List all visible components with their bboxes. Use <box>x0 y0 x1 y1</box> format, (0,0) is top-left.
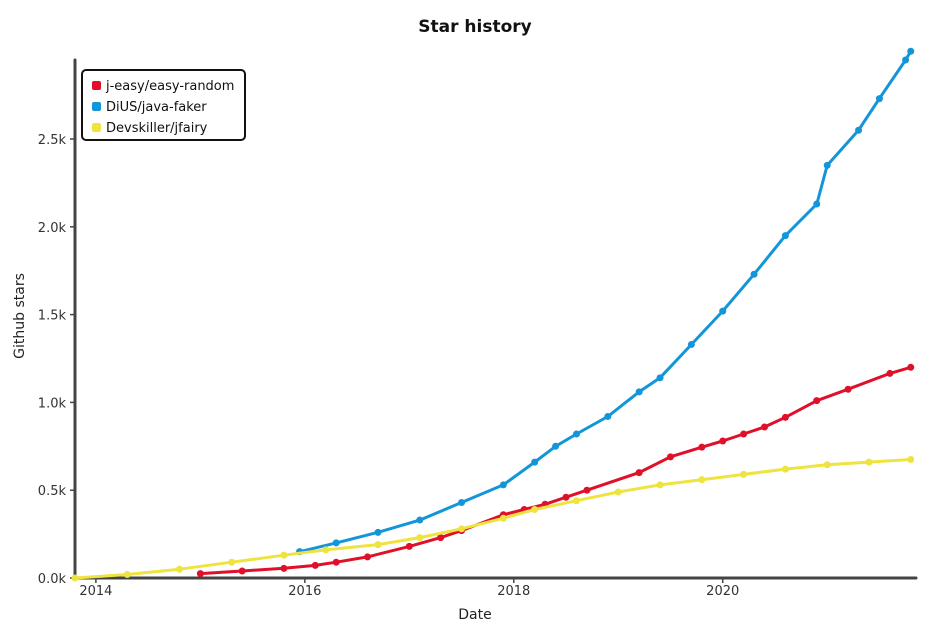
series-point-dius-java-faker <box>823 161 831 169</box>
series-point-devskiller-jfairy <box>614 488 622 496</box>
series-point-devskiller-jfairy <box>280 551 288 559</box>
y-axis-label: Github stars <box>12 273 28 359</box>
plot-area: 2014 2016 2018 2020 0.0k 0.5k 1.0k 1.5k 2.0k 2.5k <box>38 47 918 599</box>
series-point-j-easy-easy-random <box>740 430 748 438</box>
series-point-dius-java-faker <box>332 539 340 547</box>
series-line-j-easy-easy-random <box>198 365 913 576</box>
series-point-devskiller-jfairy <box>458 525 466 533</box>
x-tick-label: 2020 <box>706 584 739 599</box>
series-point-j-easy-easy-random <box>698 443 706 451</box>
series-point-devskiller-jfairy <box>228 558 236 566</box>
y-tick-label: 1.5k <box>38 309 67 324</box>
series-point-devskiller-jfairy <box>374 541 382 549</box>
series-point-dius-java-faker <box>813 200 821 208</box>
series-point-j-easy-easy-random <box>280 564 288 572</box>
series-point-j-easy-easy-random <box>761 423 769 431</box>
series-point-dius-java-faker <box>875 95 883 103</box>
series-point-j-easy-easy-random <box>196 570 204 578</box>
series-point-dius-java-faker <box>750 270 758 278</box>
y-tick-label: 0.0k <box>38 572 67 587</box>
series-point-devskiller-jfairy <box>656 481 664 489</box>
chart-title: Star history <box>418 17 531 37</box>
series-point-j-easy-easy-random <box>332 558 340 566</box>
series-point-devskiller-jfairy <box>499 514 507 522</box>
series-point-dius-java-faker <box>656 374 664 382</box>
legend: j-easy/easy-random DiUS/java-faker Devskil… <box>81 69 246 141</box>
series-point-devskiller-jfairy <box>572 497 580 505</box>
x-tick-label: 2016 <box>288 584 321 599</box>
y-tick-label: 2.0k <box>38 221 67 236</box>
series-point-j-easy-easy-random <box>583 486 591 494</box>
series-point-dius-java-faker <box>687 340 695 348</box>
series-point-j-easy-easy-random <box>886 369 894 377</box>
x-tick-label: 2018 <box>497 584 530 599</box>
series-point-j-easy-easy-random <box>437 534 445 542</box>
legend-swatch <box>92 102 101 111</box>
y-tick-label: 0.5k <box>38 484 67 499</box>
series-point-devskiller-jfairy <box>322 546 330 554</box>
series-point-devskiller-jfairy <box>698 476 706 484</box>
series-point-dius-java-faker <box>855 126 863 134</box>
series-point-dius-java-faker <box>604 412 612 420</box>
series-point-j-easy-easy-random <box>311 561 319 569</box>
y-tick-label: 2.5k <box>38 133 67 148</box>
series-point-dius-java-faker <box>907 47 915 55</box>
series-point-dius-java-faker <box>902 56 910 64</box>
series-point-j-easy-easy-random <box>907 363 915 371</box>
series-point-dius-java-faker <box>499 481 507 489</box>
series-line-dius-java-faker <box>298 49 913 554</box>
legend-entry: j-easy/easy-random <box>105 79 234 94</box>
x-axis-label: Date <box>458 607 491 623</box>
series-point-devskiller-jfairy <box>416 534 424 542</box>
series-point-devskiller-jfairy <box>907 455 915 463</box>
series-point-j-easy-easy-random <box>666 453 674 461</box>
series-point-devskiller-jfairy <box>740 470 748 478</box>
series-point-j-easy-easy-random <box>719 437 727 445</box>
series-point-dius-java-faker <box>635 388 643 396</box>
series-point-dius-java-faker <box>531 458 539 466</box>
series-point-j-easy-easy-random <box>405 542 413 550</box>
series-point-dius-java-faker <box>719 307 727 315</box>
series-point-j-easy-easy-random <box>844 385 852 393</box>
y-tick-label: 1.0k <box>38 396 67 411</box>
legend-entry: Devskiller/jfairy <box>106 121 208 136</box>
series-point-j-easy-easy-random <box>562 493 570 501</box>
series-point-j-easy-easy-random <box>813 397 821 405</box>
series-point-j-easy-easy-random <box>238 567 246 575</box>
series-point-dius-java-faker <box>416 516 424 524</box>
legend-swatch <box>92 123 101 132</box>
series-point-dius-java-faker <box>781 232 789 240</box>
series-point-j-easy-easy-random <box>364 553 372 561</box>
series-point-devskiller-jfairy <box>123 570 131 578</box>
legend-box <box>81 69 246 141</box>
series-point-devskiller-jfairy <box>531 506 539 514</box>
series-point-dius-java-faker <box>552 442 560 450</box>
x-tick-label: 2014 <box>79 584 112 599</box>
series-line-devskiller-jfairy <box>73 458 913 580</box>
series-point-devskiller-jfairy <box>71 574 79 582</box>
series-point-devskiller-jfairy <box>823 461 831 469</box>
legend-entry: DiUS/java-faker <box>106 100 207 115</box>
series-point-devskiller-jfairy <box>865 458 873 466</box>
legend-swatch <box>92 81 101 90</box>
series-point-devskiller-jfairy <box>781 465 789 473</box>
series-point-j-easy-easy-random <box>635 469 643 477</box>
series-point-j-easy-easy-random <box>781 413 789 421</box>
series-point-dius-java-faker <box>458 498 466 506</box>
series-point-devskiller-jfairy <box>175 565 183 573</box>
series-point-dius-java-faker <box>572 430 580 438</box>
series-point-dius-java-faker <box>374 528 382 536</box>
